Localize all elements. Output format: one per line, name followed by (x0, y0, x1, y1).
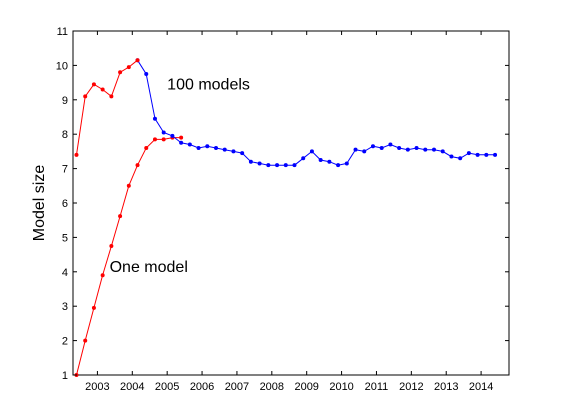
x-tick-label: 2011 (365, 381, 389, 393)
data-point (466, 151, 471, 156)
data-point (126, 183, 131, 188)
data-point (91, 82, 96, 87)
data-point (100, 87, 105, 92)
data-point (144, 72, 149, 76)
data-point (292, 163, 297, 168)
y-tick-label: 5 (62, 232, 68, 244)
x-tick-label: 2013 (434, 381, 458, 393)
x-tick-label: 2008 (260, 381, 284, 393)
data-point (379, 145, 384, 150)
data-point (336, 163, 341, 168)
y-tick-label: 2 (62, 336, 68, 348)
data-point (74, 152, 79, 157)
data-point (240, 151, 245, 156)
data-point (449, 154, 454, 159)
data-point (187, 142, 192, 147)
data-point (370, 144, 375, 149)
data-point (353, 147, 358, 152)
data-point (257, 161, 262, 166)
x-tick-label: 2014 (469, 381, 493, 393)
data-point (83, 338, 88, 343)
data-point (405, 147, 410, 152)
tick-layer: 1 2 3 4 5 6 7 8 9 10 11 2003 2004 2005 2006 2007 2008 200… (56, 26, 509, 393)
data-point (493, 152, 498, 157)
data-point (135, 58, 140, 63)
data-point (458, 156, 463, 161)
y-tick-label: 6 (62, 198, 68, 210)
y-tick-label: 11 (57, 26, 68, 38)
data-point (91, 305, 96, 310)
data-point (179, 135, 184, 140)
data-point (231, 149, 236, 154)
annotation-0: 100 models (167, 76, 250, 93)
data-point (414, 145, 419, 150)
data-point (109, 94, 114, 99)
data-point (109, 244, 114, 248)
y-tick-label: 10 (56, 60, 68, 72)
data-point (484, 152, 489, 157)
y-tick-label: 1 (62, 370, 68, 382)
data-point (266, 163, 271, 168)
data-point (222, 147, 227, 152)
x-tick-label: 2003 (85, 381, 109, 393)
data-point (152, 137, 157, 142)
x-tick-label: 2010 (329, 381, 353, 393)
data-point (152, 116, 157, 121)
data-point (161, 130, 166, 135)
data-point (205, 144, 210, 149)
data-point (214, 145, 219, 150)
data-point (432, 147, 437, 152)
y-tick-label: 8 (62, 129, 68, 141)
data-point (423, 147, 428, 152)
data-point (83, 94, 88, 99)
x-tick-label: 2009 (294, 381, 318, 393)
label-layer: 100 models One model (110, 76, 250, 275)
data-point (475, 152, 480, 157)
data-point (388, 142, 393, 147)
data-point (344, 161, 349, 166)
data-point (327, 159, 332, 164)
series-layer (74, 58, 498, 377)
data-point (362, 149, 367, 154)
plot-area (72, 30, 510, 376)
data-point (283, 163, 288, 168)
y-tick-label: 9 (62, 95, 68, 107)
data-point (248, 159, 253, 164)
data-point (100, 273, 105, 278)
x-tick-label: 2004 (120, 381, 144, 393)
data-point (440, 149, 445, 154)
data-point (309, 149, 314, 154)
data-point (397, 145, 402, 150)
data-point (161, 137, 166, 142)
data-point (170, 133, 175, 138)
data-point (135, 163, 140, 168)
y-tick-label: 3 (62, 301, 68, 313)
data-point (144, 145, 149, 150)
x-tick-label: 2006 (190, 381, 214, 393)
data-point (318, 158, 323, 162)
x-tick-label: 2012 (399, 381, 423, 393)
data-point (126, 65, 131, 70)
data-point (118, 214, 123, 219)
data-point (118, 70, 123, 75)
y-tick-label: 4 (62, 267, 68, 279)
x-tick-label: 2005 (155, 381, 179, 393)
x-tick-label: 2007 (225, 381, 249, 393)
y-tick-label: 7 (62, 164, 68, 176)
data-point (196, 145, 201, 150)
data-point (275, 163, 280, 168)
y-axis-label: Model size (31, 165, 48, 242)
annotation-1: One model (110, 259, 188, 276)
data-point (179, 140, 184, 145)
data-point (301, 156, 306, 161)
